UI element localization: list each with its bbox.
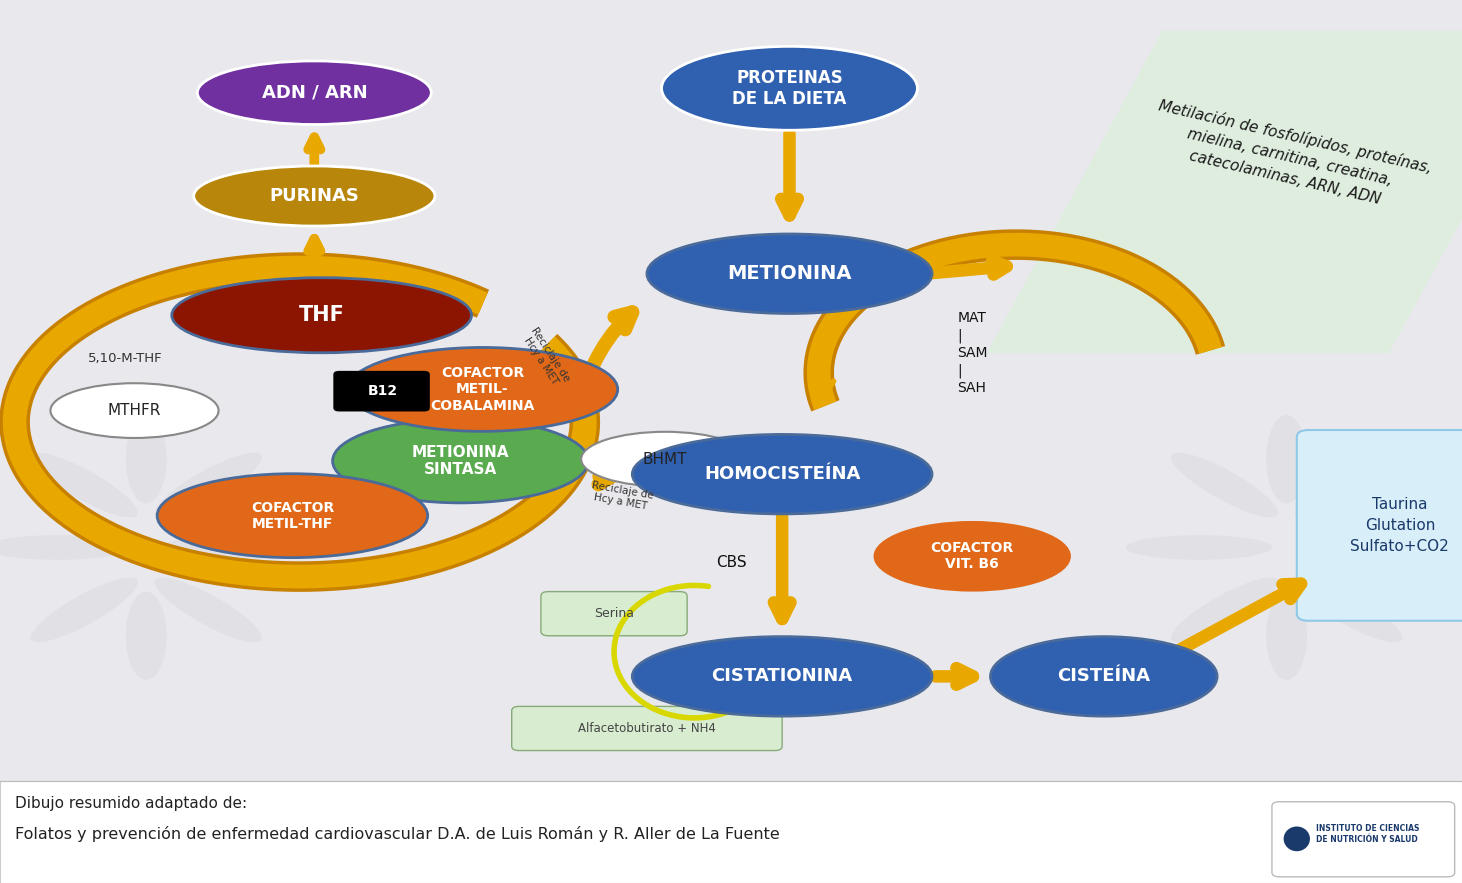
Ellipse shape <box>874 521 1070 592</box>
Ellipse shape <box>0 535 132 560</box>
Ellipse shape <box>633 637 933 716</box>
Ellipse shape <box>155 577 262 642</box>
Ellipse shape <box>126 415 167 503</box>
FancyBboxPatch shape <box>0 781 1462 883</box>
Ellipse shape <box>991 637 1216 716</box>
Ellipse shape <box>50 383 219 438</box>
Text: INSTITUTO DE CIENCIAS: INSTITUTO DE CIENCIAS <box>1316 824 1420 833</box>
Text: Taurina
Glutation
Sulfato+CO2: Taurina Glutation Sulfato+CO2 <box>1351 497 1449 554</box>
Ellipse shape <box>158 473 427 558</box>
Ellipse shape <box>1126 535 1272 560</box>
Ellipse shape <box>348 347 618 431</box>
FancyBboxPatch shape <box>1297 430 1462 621</box>
Ellipse shape <box>155 453 262 517</box>
FancyBboxPatch shape <box>1272 802 1455 877</box>
Text: CISTATIONINA: CISTATIONINA <box>712 668 852 685</box>
Ellipse shape <box>31 577 137 642</box>
Text: Alfacetobutirato + NH4: Alfacetobutirato + NH4 <box>577 722 716 735</box>
Text: CBS: CBS <box>716 555 747 570</box>
Text: COFACTOR
VIT. B6: COFACTOR VIT. B6 <box>931 541 1013 571</box>
Text: Metilación de fosfolípidos, proteínas,
mielina, carnitina, creatina,
catecolamin: Metilación de fosfolípidos, proteínas, m… <box>1148 97 1433 216</box>
Ellipse shape <box>661 46 918 130</box>
Ellipse shape <box>126 592 167 680</box>
Text: METIONINA
SINTASA: METIONINA SINTASA <box>412 445 509 477</box>
Ellipse shape <box>580 432 750 487</box>
Text: PROTEINAS
DE LA DIETA: PROTEINAS DE LA DIETA <box>732 69 846 108</box>
Ellipse shape <box>1266 592 1307 680</box>
Ellipse shape <box>161 535 307 560</box>
Text: COFACTOR
METIL-THF: COFACTOR METIL-THF <box>251 501 333 531</box>
Ellipse shape <box>1295 453 1402 517</box>
Text: BHMT: BHMT <box>643 452 687 466</box>
Text: 5,10-M-THF: 5,10-M-THF <box>88 352 162 365</box>
Ellipse shape <box>633 434 933 514</box>
Text: HOMOCISTEÍNA: HOMOCISTEÍNA <box>705 465 860 483</box>
Text: Reciclaje de
Hcy a MET: Reciclaje de Hcy a MET <box>519 326 572 389</box>
Text: Serina: Serina <box>594 608 635 620</box>
Text: CISTEÍNA: CISTEÍNA <box>1057 668 1151 685</box>
Text: THF: THF <box>298 306 345 325</box>
Ellipse shape <box>1295 577 1402 642</box>
Ellipse shape <box>193 166 436 226</box>
Ellipse shape <box>31 453 137 517</box>
Ellipse shape <box>1284 826 1310 851</box>
Ellipse shape <box>333 419 588 503</box>
Text: ADN / ARN: ADN / ARN <box>262 84 367 102</box>
Ellipse shape <box>1171 577 1278 642</box>
Text: DE NUTRICIÓN Y SALUD: DE NUTRICIÓN Y SALUD <box>1316 835 1418 844</box>
Ellipse shape <box>171 277 471 352</box>
Text: MTHFR: MTHFR <box>108 404 161 418</box>
Ellipse shape <box>1266 415 1307 503</box>
Text: B12: B12 <box>368 384 398 398</box>
Ellipse shape <box>646 234 933 313</box>
Ellipse shape <box>1301 535 1447 560</box>
Text: MAT
|
SAM
|
SAH: MAT | SAM | SAH <box>958 311 988 396</box>
FancyBboxPatch shape <box>333 371 430 411</box>
Text: COFACTOR
METIL-
COBALAMINA: COFACTOR METIL- COBALAMINA <box>430 366 535 412</box>
Text: METIONINA: METIONINA <box>727 264 852 283</box>
Text: PURINAS: PURINAS <box>269 187 360 205</box>
Text: Folatos y prevención de enfermedad cardiovascular D.A. de Luis Román y R. Aller : Folatos y prevención de enfermedad cardi… <box>15 826 779 842</box>
Ellipse shape <box>1171 453 1278 517</box>
Polygon shape <box>987 31 1462 353</box>
FancyBboxPatch shape <box>512 706 782 751</box>
Text: Reciclaje de
Hcy a MET: Reciclaje de Hcy a MET <box>589 480 654 512</box>
FancyBboxPatch shape <box>541 592 687 636</box>
Ellipse shape <box>197 61 431 125</box>
Text: Dibujo resumido adaptado de:: Dibujo resumido adaptado de: <box>15 796 247 811</box>
